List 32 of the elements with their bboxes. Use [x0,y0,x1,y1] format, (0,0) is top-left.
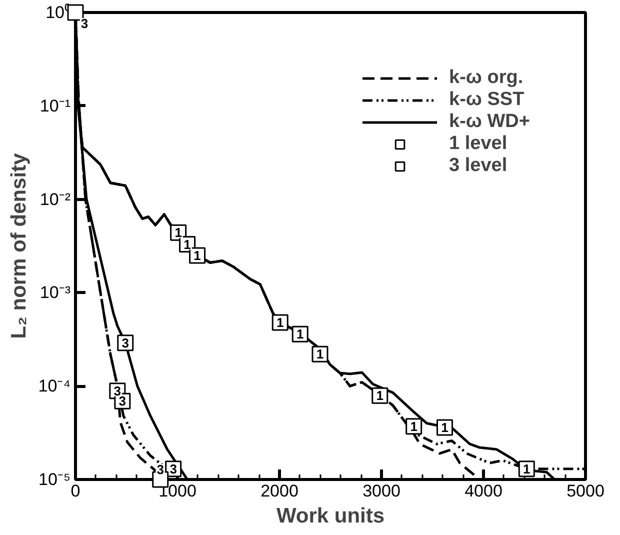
x-tick-label: 5000 [566,482,604,500]
y-tick-label: 10⁻⁵ [38,470,71,489]
annotation: 1 [184,236,191,252]
annotation: 3 [122,335,129,350]
annotation: 3 [170,461,177,476]
annotation: 1 [296,326,304,342]
annotation: 1 [523,461,530,476]
x-tick-label: 0 [70,482,80,500]
annotation: 1 [316,346,324,362]
legend-label: 1 level [449,133,508,155]
annotation: 1 [276,314,284,330]
y-tick-label: 10⁻² [40,190,71,209]
legend-label: k-ω WD+ [449,111,530,133]
annotation: 3 [80,16,88,31]
legend-label: 3 level [449,155,508,177]
x-tick-label: 2000 [260,482,298,500]
legend-label: k-ω org. [449,67,524,89]
annotation: 1 [376,388,384,404]
legend-label: k-ω SST [449,89,524,111]
x-tick-label: 3000 [362,482,400,500]
x-tick-label: 1000 [158,482,196,500]
annotation: 1 [174,225,182,240]
annotation: 1 [410,418,418,434]
y-tick-label: 10⁻³ [40,283,71,302]
annotation: 1 [441,420,448,436]
y-tick-label: 10⁻⁴ [38,376,71,396]
annotation: 3 [156,462,164,477]
x-axis-title: Work units [276,504,385,528]
x-tick-label: 4000 [464,482,502,500]
y-tick-label: 10⁻¹ [40,96,71,116]
y-axis-title: L₂ norm of density [7,152,30,339]
annotation: 1 [194,248,201,264]
